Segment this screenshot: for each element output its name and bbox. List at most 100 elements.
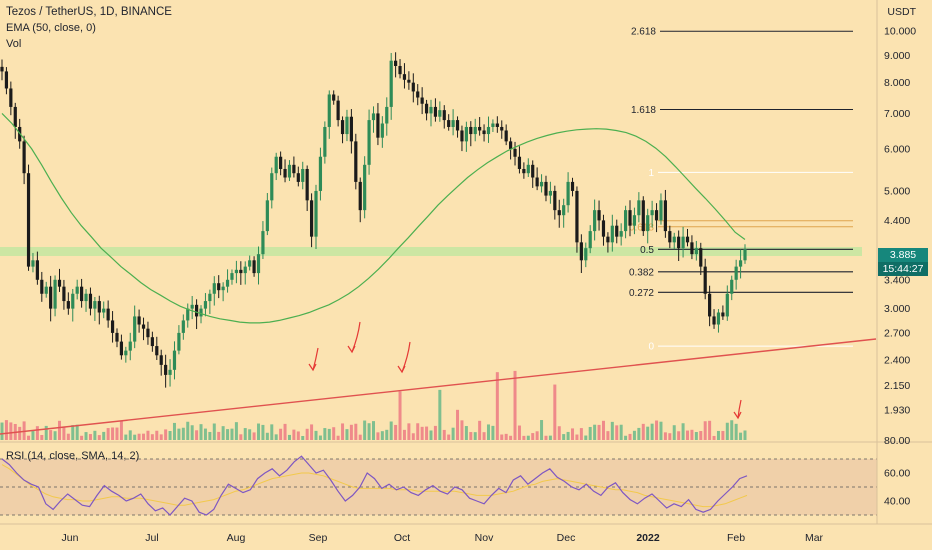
fib-label-2.618: 2.618 xyxy=(631,27,656,38)
candle-body xyxy=(137,316,141,325)
volume-legend[interactable]: Vol xyxy=(6,38,22,50)
rsi-tick-label: 80.00 xyxy=(884,435,910,447)
volume-bar xyxy=(495,372,499,440)
fib-label-0.382: 0.382 xyxy=(629,267,654,278)
volume-bar xyxy=(425,426,429,440)
rsi-legend[interactable]: RSI (14, close, SMA, 14, 2) xyxy=(6,450,140,462)
time-tick-label: Nov xyxy=(475,532,494,544)
candle-body xyxy=(429,106,433,114)
candle-body xyxy=(332,94,336,101)
price-axis[interactable]: 10.000 9.000 8.000 7.000 6.000 5.000 4.400 3.40… xyxy=(884,26,916,417)
time-axis[interactable]: Jun Jul Aug Sep Oct Nov Dec 2022 Feb Mar xyxy=(62,532,824,544)
volume-bar xyxy=(221,426,225,440)
volume-bar xyxy=(708,420,712,440)
candle-body xyxy=(677,236,681,249)
volume-bar xyxy=(548,435,552,440)
volume-bar xyxy=(402,429,406,440)
volume-bar xyxy=(743,430,747,440)
support-zone xyxy=(0,247,862,256)
candle-body xyxy=(119,341,124,356)
candle-body xyxy=(62,286,66,302)
candle-body xyxy=(544,181,548,196)
volume-bar xyxy=(57,420,61,440)
volume-bar xyxy=(336,435,340,440)
volume-bar xyxy=(115,427,119,440)
candle-body xyxy=(84,293,88,302)
currency-unit: USDT xyxy=(887,6,916,18)
volume-bar xyxy=(456,409,460,440)
candle-body xyxy=(694,248,698,255)
volume-bar xyxy=(632,430,636,440)
volume-bar xyxy=(584,435,588,440)
candle-body xyxy=(26,173,31,267)
candle-body xyxy=(115,332,119,342)
volume-bar xyxy=(659,421,663,440)
volume-bar xyxy=(504,433,508,440)
candle-body xyxy=(256,254,261,274)
volume-bar xyxy=(469,432,473,440)
rsi-axis[interactable]: 80.00 60.00 40.00 xyxy=(884,435,910,508)
candle-body xyxy=(243,266,247,274)
candle-body xyxy=(296,173,300,182)
candle-body xyxy=(22,141,26,174)
candle-body xyxy=(495,123,499,127)
candle-body xyxy=(394,60,398,66)
candle-body xyxy=(504,130,508,142)
candle-body xyxy=(628,210,632,226)
volume-bar xyxy=(354,423,358,440)
volume-bar xyxy=(725,422,729,440)
candle-body xyxy=(159,355,163,365)
candle-body xyxy=(363,164,367,211)
volume-bar xyxy=(93,430,97,440)
ema-legend[interactable]: EMA (50, close, 0) xyxy=(6,22,96,34)
volume-bar xyxy=(257,423,261,440)
volume-bar xyxy=(208,431,212,440)
candle-body xyxy=(318,156,323,191)
volume-bar xyxy=(442,429,446,440)
candle-body xyxy=(194,304,199,317)
candle-body xyxy=(287,164,292,178)
price-tick-label: 2.150 xyxy=(884,380,910,392)
candle-body xyxy=(469,126,473,135)
time-tick-label: Mar xyxy=(805,532,824,544)
candle-body xyxy=(345,116,349,135)
candle-body xyxy=(146,328,150,338)
price-tick-label: 3.000 xyxy=(884,303,910,315)
volume-bar xyxy=(509,435,513,440)
volume-bar xyxy=(119,420,123,440)
candle-body xyxy=(93,301,97,309)
candle-body xyxy=(650,210,654,216)
volume-bar xyxy=(199,424,203,440)
candle-body xyxy=(588,231,592,249)
volume-bar xyxy=(677,431,681,440)
fib-label-0: 0 xyxy=(648,342,654,353)
candle-body xyxy=(637,200,641,216)
candle-body xyxy=(212,283,216,294)
symbol-legend[interactable]: Tezos / TetherUS, 1D, BINANCE xyxy=(6,6,172,18)
volume-bar xyxy=(367,423,371,440)
candle-body xyxy=(221,286,225,291)
volume-bar xyxy=(44,425,48,440)
volume-bar xyxy=(172,422,176,440)
candle-body xyxy=(539,181,544,187)
candle-body xyxy=(340,120,345,135)
candle-body xyxy=(110,320,115,333)
annotation-arrowhead xyxy=(347,345,356,354)
candle-body xyxy=(389,60,393,107)
volume-bar xyxy=(279,428,283,440)
candle-body xyxy=(517,156,522,169)
candle-body xyxy=(367,120,371,165)
candle-body xyxy=(274,156,278,174)
candle-body xyxy=(447,120,451,127)
volume-bar xyxy=(310,424,314,440)
annotation-arrowhead xyxy=(397,365,406,374)
volume-bar xyxy=(142,433,146,440)
candle-body xyxy=(623,210,628,232)
volume-bar xyxy=(323,428,327,440)
volume-bar xyxy=(566,431,570,440)
candle-body xyxy=(181,320,185,333)
volume-bar xyxy=(473,432,477,440)
candle-body xyxy=(31,260,35,267)
volume-bar xyxy=(0,422,4,440)
